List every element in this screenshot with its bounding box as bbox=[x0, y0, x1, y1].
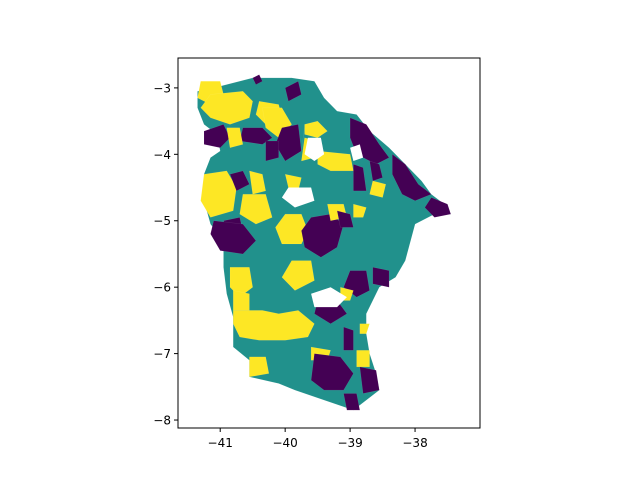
y-tick-label: −6 bbox=[153, 281, 171, 295]
region-high-22 bbox=[200, 170, 237, 218]
region-high-2 bbox=[200, 91, 253, 125]
region-low-17 bbox=[392, 154, 432, 201]
region-low-23 bbox=[229, 170, 250, 192]
x-tick-label: −40 bbox=[272, 436, 297, 450]
region-low-19 bbox=[369, 160, 383, 182]
region-high-15 bbox=[317, 150, 354, 172]
region-high-21 bbox=[369, 180, 386, 198]
region-low-4 bbox=[285, 81, 302, 102]
y-tick-label: −4 bbox=[153, 148, 171, 162]
region-low-27 bbox=[210, 220, 257, 255]
region-high-24 bbox=[249, 170, 266, 195]
y-tick-label: −8 bbox=[153, 414, 171, 428]
y-tick-label: −7 bbox=[153, 347, 171, 361]
unshaded-area-3 bbox=[350, 144, 364, 161]
region-high-39 bbox=[229, 267, 253, 298]
unshaded-areas bbox=[281, 137, 364, 308]
x-tick-label: −41 bbox=[208, 436, 233, 450]
region-low-47 bbox=[359, 366, 380, 394]
region-high-44 bbox=[356, 350, 370, 368]
choropleth-regions bbox=[197, 74, 452, 411]
region-low-32 bbox=[336, 210, 354, 228]
unshaded-area-1 bbox=[281, 187, 315, 208]
region-high-42 bbox=[249, 356, 270, 378]
region-high-25 bbox=[239, 194, 273, 225]
region-high-28 bbox=[275, 213, 309, 245]
region-high-34 bbox=[281, 260, 315, 291]
region-high-40 bbox=[233, 290, 250, 311]
region-low-46 bbox=[310, 353, 354, 391]
y-tick-label: −5 bbox=[153, 214, 171, 228]
region-low-11 bbox=[265, 140, 279, 162]
unshaded-area-0 bbox=[304, 137, 325, 161]
region-low-5 bbox=[252, 74, 263, 85]
region-low-18 bbox=[424, 197, 451, 218]
region-low-48 bbox=[343, 393, 360, 411]
x-tick-label: −38 bbox=[402, 436, 427, 450]
axes-frame bbox=[177, 57, 481, 429]
x-axis-ticks: −41 −40 −39 −38 bbox=[208, 428, 428, 450]
y-tick-label: −3 bbox=[153, 81, 171, 95]
region-low-49 bbox=[343, 326, 354, 351]
y-axis-ticks: −3 −4 −5 −6 −7 −8 bbox=[153, 81, 178, 428]
unshaded-area-2 bbox=[311, 287, 347, 308]
region-high-41 bbox=[233, 310, 315, 341]
region-high-33 bbox=[353, 203, 367, 218]
region-low-20 bbox=[353, 164, 367, 192]
region-high-13 bbox=[304, 120, 328, 138]
region-low-35 bbox=[372, 267, 390, 288]
region-low-6 bbox=[203, 124, 231, 148]
region-high-8 bbox=[226, 127, 244, 148]
x-tick-label: −39 bbox=[337, 436, 362, 450]
region-high-45 bbox=[359, 323, 370, 334]
